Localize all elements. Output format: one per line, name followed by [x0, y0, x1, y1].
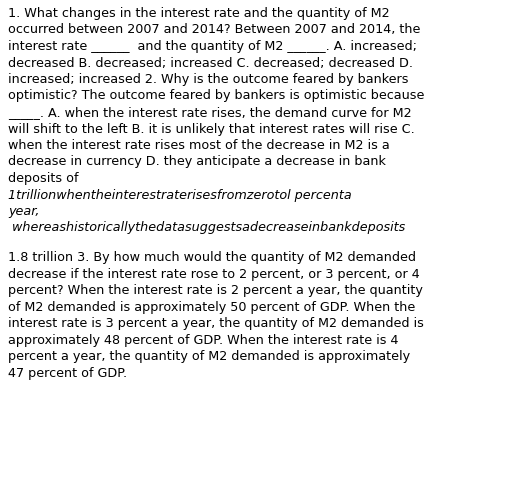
Text: whereashistoricallythedatasuggestsadecreaseinbankdeposits: whereashistoricallythedatasuggestsadecre… [8, 222, 405, 234]
Text: of M2 demanded is approximately 50 percent of GDP. When the: of M2 demanded is approximately 50 perce… [8, 300, 415, 314]
Text: percent? When the interest rate is 2 percent a year, the quantity: percent? When the interest rate is 2 per… [8, 284, 423, 297]
Text: decreased B. decreased; increased C. decreased; decreased D.: decreased B. decreased; increased C. dec… [8, 56, 413, 70]
Text: interest rate ______  and the quantity of M2 ______. A. increased;: interest rate ______ and the quantity of… [8, 40, 417, 53]
Text: interest rate is 3 percent a year, the quantity of M2 demanded is: interest rate is 3 percent a year, the q… [8, 317, 424, 330]
Text: decrease in currency D. they anticipate a decrease in bank: decrease in currency D. they anticipate … [8, 156, 386, 168]
Text: 1. What changes in the interest rate and the quantity of M2: 1. What changes in the interest rate and… [8, 7, 390, 20]
Text: increased; increased 2. Why is the outcome feared by bankers: increased; increased 2. Why is the outco… [8, 73, 408, 86]
Text: will shift to the left B. it is unlikely that interest rates will rise C.: will shift to the left B. it is unlikely… [8, 122, 415, 136]
Text: when the interest rate rises most of the decrease in M2 is a: when the interest rate rises most of the… [8, 139, 390, 152]
Text: 1trillionwhentheinterestraterisesfromzerotol percenta: 1trillionwhentheinterestraterisesfromzer… [8, 188, 352, 202]
Text: 47 percent of GDP.: 47 percent of GDP. [8, 366, 127, 380]
Text: approximately 48 percent of GDP. When the interest rate is 4: approximately 48 percent of GDP. When th… [8, 334, 398, 346]
Text: year,: year, [8, 205, 39, 218]
Text: 1.8 trillion 3. By how much would the quantity of M2 demanded: 1.8 trillion 3. By how much would the qu… [8, 251, 416, 264]
Text: decrease if the interest rate rose to 2 percent, or 3 percent, or 4: decrease if the interest rate rose to 2 … [8, 268, 420, 280]
Text: occurred between 2007 and 2014? Between 2007 and 2014, the: occurred between 2007 and 2014? Between … [8, 24, 421, 36]
Text: optimistic? The outcome feared by bankers is optimistic because: optimistic? The outcome feared by banker… [8, 90, 424, 102]
Text: percent a year, the quantity of M2 demanded is approximately: percent a year, the quantity of M2 deman… [8, 350, 410, 363]
Text: deposits of: deposits of [8, 172, 79, 185]
Text: _____. A. when the interest rate rises, the demand curve for M2: _____. A. when the interest rate rises, … [8, 106, 412, 119]
